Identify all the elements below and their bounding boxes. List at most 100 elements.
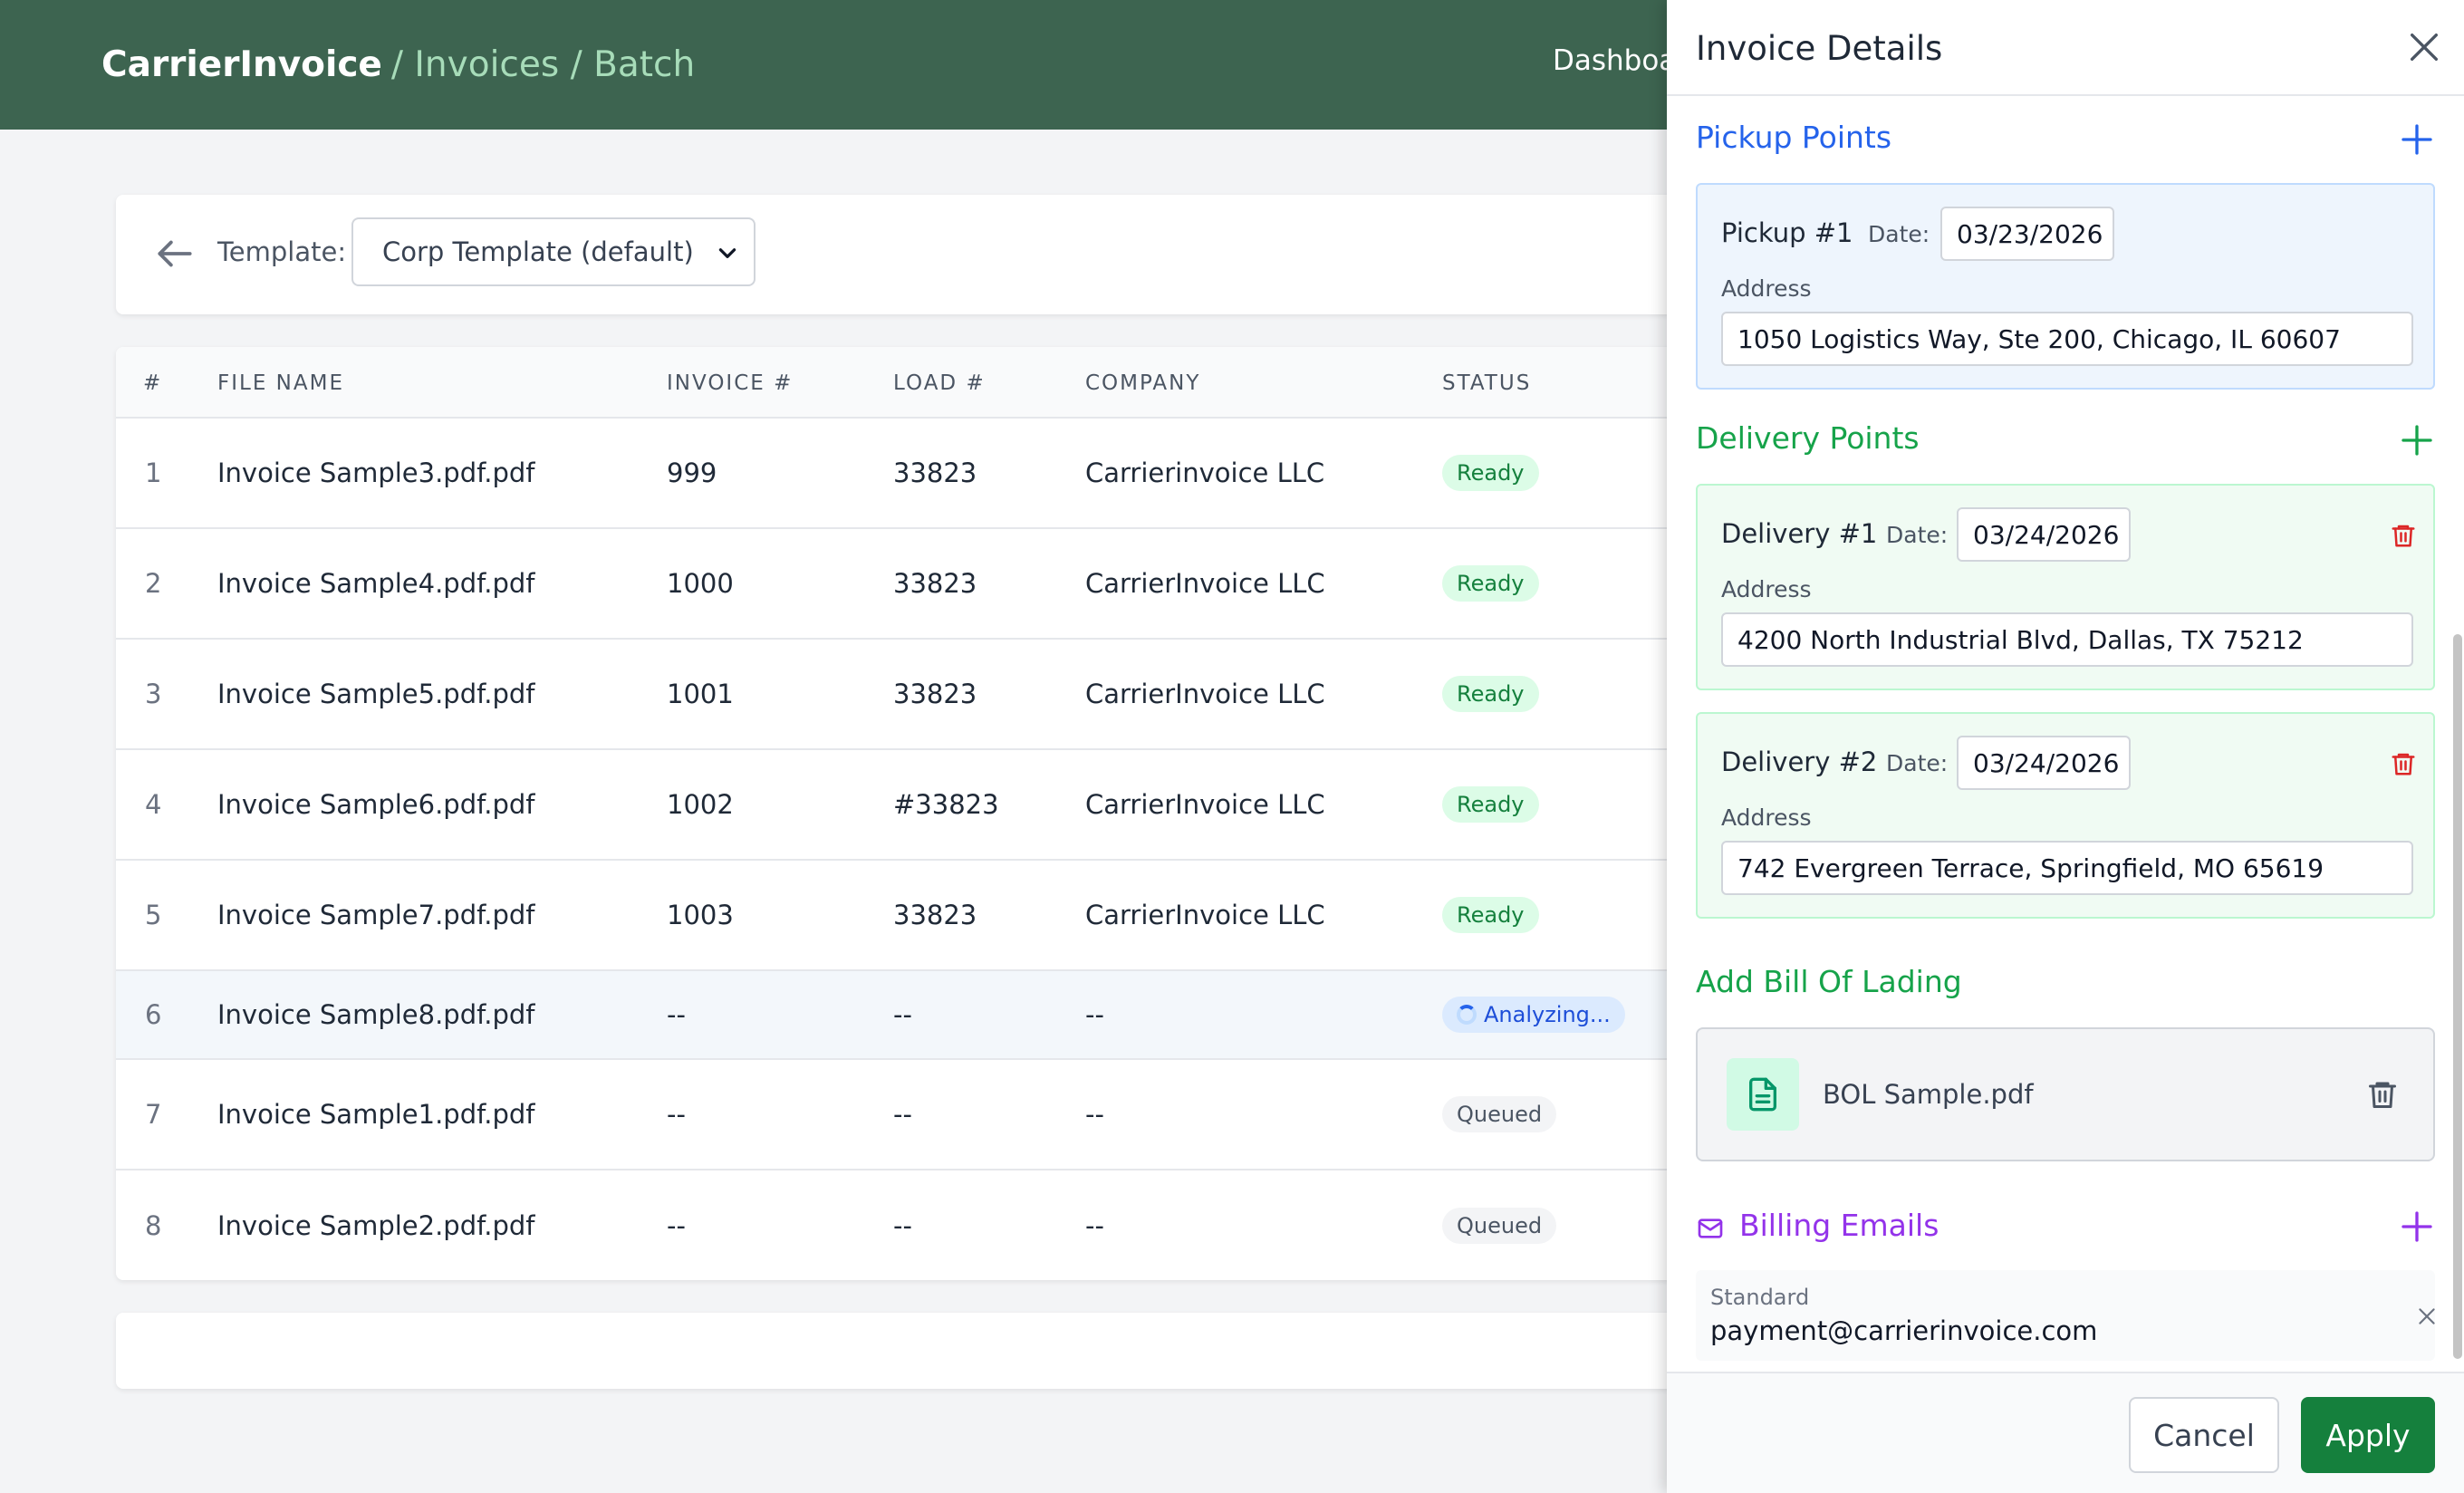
back-arrow-icon[interactable] (152, 231, 197, 276)
invoice-details-panel: Invoice Details Pickup Points Pickup #1 … (1667, 0, 2464, 1493)
table-row[interactable]: 8 Invoice Sample2.pdf.pdf -- -- -- Queue… (116, 1170, 1674, 1280)
delivery-address-label: Address (1721, 804, 1812, 831)
template-card: Template: Corp Template (default) (116, 195, 1674, 314)
row-company: CarrierInvoice LLC (1085, 568, 1325, 599)
row-file-name: Invoice Sample8.pdf.pdf (217, 999, 535, 1030)
row-load: 33823 (893, 458, 977, 488)
cancel-button[interactable]: Cancel (2129, 1397, 2279, 1473)
row-company: -- (1085, 999, 1104, 1030)
row-number: 7 (145, 1099, 162, 1130)
pickup-address-input[interactable]: 1050 Logistics Way, Ste 200, Chicago, IL… (1721, 312, 2413, 366)
col-header-num: # (143, 371, 163, 395)
template-select[interactable]: Corp Template (default) (351, 217, 756, 286)
row-number: 1 (145, 458, 162, 488)
row-invoice: 1003 (667, 900, 734, 930)
row-load: -- (893, 1210, 912, 1241)
delivery-address-value: 4200 North Industrial Blvd, Dallas, TX 7… (1737, 624, 2304, 655)
apply-button[interactable]: Apply (2301, 1397, 2435, 1473)
row-load: 33823 (893, 900, 977, 930)
delivery-date-value: 03/24/2026 (1973, 747, 2120, 778)
row-company: CarrierInvoice LLC (1085, 789, 1325, 820)
row-file-name: Invoice Sample4.pdf.pdf (217, 568, 535, 599)
row-number: 3 (145, 679, 162, 709)
delivery-label: Delivery #1 (1721, 518, 1878, 549)
add-pickup-icon[interactable] (2399, 121, 2435, 158)
delete-bol-icon[interactable] (2366, 1078, 2399, 1111)
row-load: -- (893, 1099, 912, 1130)
col-header-invoice: INVOICE # (667, 371, 794, 395)
row-status: Queued (1442, 1170, 1557, 1280)
table-row[interactable]: 4 Invoice Sample6.pdf.pdf 1002 #33823 Ca… (116, 750, 1674, 861)
status-badge-label: Analyzing... (1484, 1002, 1611, 1027)
status-badge: Ready (1442, 676, 1539, 712)
table-row[interactable]: 2 Invoice Sample4.pdf.pdf 1000 33823 Car… (116, 529, 1674, 640)
pickup-date-input[interactable]: 03/23/2026 (1940, 207, 2114, 261)
delivery-address-input[interactable]: 742 Evergreen Terrace, Springfield, MO 6… (1721, 841, 2413, 895)
add-bol-title[interactable]: Add Bill Of Lading (1696, 964, 1962, 999)
row-status: Ready (1442, 419, 1539, 527)
add-delivery-icon[interactable] (2399, 422, 2435, 458)
row-number: 5 (145, 900, 162, 930)
delete-delivery-icon[interactable] (2390, 522, 2417, 549)
delete-delivery-icon[interactable] (2390, 750, 2417, 777)
brand-breadcrumb: CarrierInvoice / Invoices / Batch (101, 0, 695, 130)
pickup-points-title: Pickup Points (1696, 120, 1892, 155)
pickup-label: Pickup #1 (1721, 217, 1853, 248)
delivery-date-input[interactable]: 03/24/2026 (1957, 507, 2131, 562)
app-name[interactable]: CarrierInvoice (101, 44, 382, 85)
row-load: 33823 (893, 568, 977, 599)
status-badge: Analyzing... (1442, 997, 1625, 1033)
email-value: payment@carrierinvoice.com (1710, 1315, 2098, 1346)
panel-scrollbar-thumb[interactable] (2453, 634, 2462, 1359)
row-file-name: Invoice Sample2.pdf.pdf (217, 1210, 535, 1241)
table-row[interactable]: 3 Invoice Sample5.pdf.pdf 1001 33823 Car… (116, 640, 1674, 750)
delivery-date-label: Date: (1886, 750, 1949, 776)
delivery-date-input[interactable]: 03/24/2026 (1957, 736, 2131, 790)
pickup-address-value: 1050 Logistics Way, Ste 200, Chicago, IL… (1737, 323, 2341, 354)
table-row[interactable]: 5 Invoice Sample7.pdf.pdf 1003 33823 Car… (116, 861, 1674, 971)
status-badge: Ready (1442, 897, 1539, 933)
row-invoice: 999 (667, 458, 717, 488)
table-row-selected[interactable]: 6 Invoice Sample8.pdf.pdf -- -- -- Analy… (116, 971, 1674, 1060)
template-label: Template: (217, 236, 347, 267)
status-badge: Ready (1442, 455, 1539, 491)
delivery-card: Delivery #2 Date: 03/24/2026 Address 742… (1696, 712, 2435, 919)
col-header-file-name: FILE NAME (217, 371, 344, 395)
row-number: 6 (145, 999, 162, 1030)
panel-footer: Cancel Apply (1667, 1372, 2464, 1493)
row-invoice: 1001 (667, 679, 734, 709)
row-file-name: Invoice Sample7.pdf.pdf (217, 900, 535, 930)
row-invoice: -- (667, 999, 686, 1030)
close-icon[interactable] (2406, 29, 2442, 65)
email-type: Standard (1710, 1285, 1810, 1310)
status-badge: Ready (1442, 786, 1539, 823)
remove-email-icon[interactable] (2415, 1305, 2439, 1328)
row-invoice: 1000 (667, 568, 734, 599)
row-number: 8 (145, 1210, 162, 1241)
breadcrumb[interactable]: / Invoices / Batch (390, 44, 696, 85)
row-file-name: Invoice Sample6.pdf.pdf (217, 789, 535, 820)
row-invoice: -- (667, 1099, 686, 1130)
row-status: Analyzing... (1442, 971, 1625, 1058)
delivery-address-input[interactable]: 4200 North Industrial Blvd, Dallas, TX 7… (1721, 612, 2413, 667)
bol-file-card: BOL Sample.pdf (1696, 1027, 2435, 1161)
delivery-address-value: 742 Evergreen Terrace, Springfield, MO 6… (1737, 852, 2324, 883)
table-row[interactable]: 1 Invoice Sample3.pdf.pdf 999 33823 Carr… (116, 419, 1674, 529)
delivery-label: Delivery #2 (1721, 746, 1878, 777)
billing-emails-title: Billing Emails (1739, 1208, 1939, 1243)
nav-dashboard-link[interactable]: Dashboa (1553, 43, 1677, 77)
row-status: Queued (1442, 1060, 1557, 1169)
status-badge: Queued (1442, 1096, 1557, 1132)
table-footer-card (116, 1313, 1674, 1389)
table-row[interactable]: 7 Invoice Sample1.pdf.pdf -- -- -- Queue… (116, 1060, 1674, 1170)
delivery-card: Delivery #1 Date: 03/24/2026 Address 420… (1696, 484, 2435, 690)
billing-email-item: Standard payment@carrierinvoice.com (1696, 1270, 2435, 1361)
row-status: Ready (1442, 529, 1539, 638)
delivery-date-value: 03/24/2026 (1973, 519, 2120, 550)
row-load: #33823 (893, 789, 999, 820)
template-select-value: Corp Template (default) (382, 236, 694, 267)
row-company: CarrierInvoice LLC (1085, 900, 1325, 930)
row-company: CarrierInvoice LLC (1085, 679, 1325, 709)
row-file-name: Invoice Sample1.pdf.pdf (217, 1099, 535, 1130)
add-email-icon[interactable] (2399, 1209, 2435, 1245)
